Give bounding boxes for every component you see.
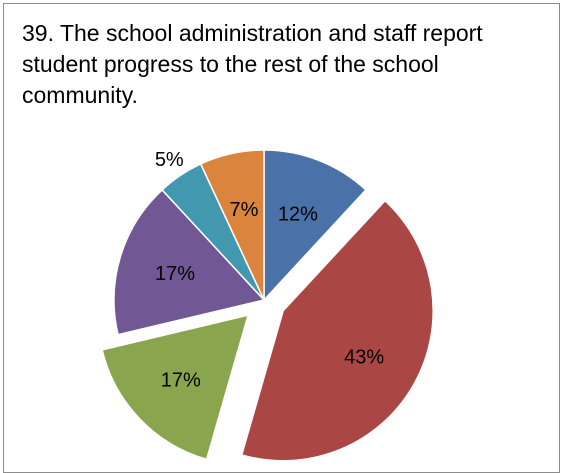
pie-slice-0	[263, 149, 367, 302]
pie-slice-2	[101, 314, 250, 461]
pie-slice-1	[240, 199, 434, 462]
pie-slice-5	[199, 149, 265, 301]
slice-label-3: 17%	[155, 263, 195, 285]
slice-label-0: 12%	[278, 203, 318, 225]
slice-label-5: 7%	[229, 199, 258, 221]
slice-label-2: 17%	[161, 369, 201, 391]
pie-slice-3	[113, 188, 266, 336]
slice-label-1: 43%	[344, 346, 384, 368]
slice-label-4: 5%	[155, 149, 184, 171]
chart-title: 39. The school administration and staff …	[22, 20, 483, 108]
pie-chart: 12% 43% 17% 17% 5% 7%	[101, 149, 434, 462]
